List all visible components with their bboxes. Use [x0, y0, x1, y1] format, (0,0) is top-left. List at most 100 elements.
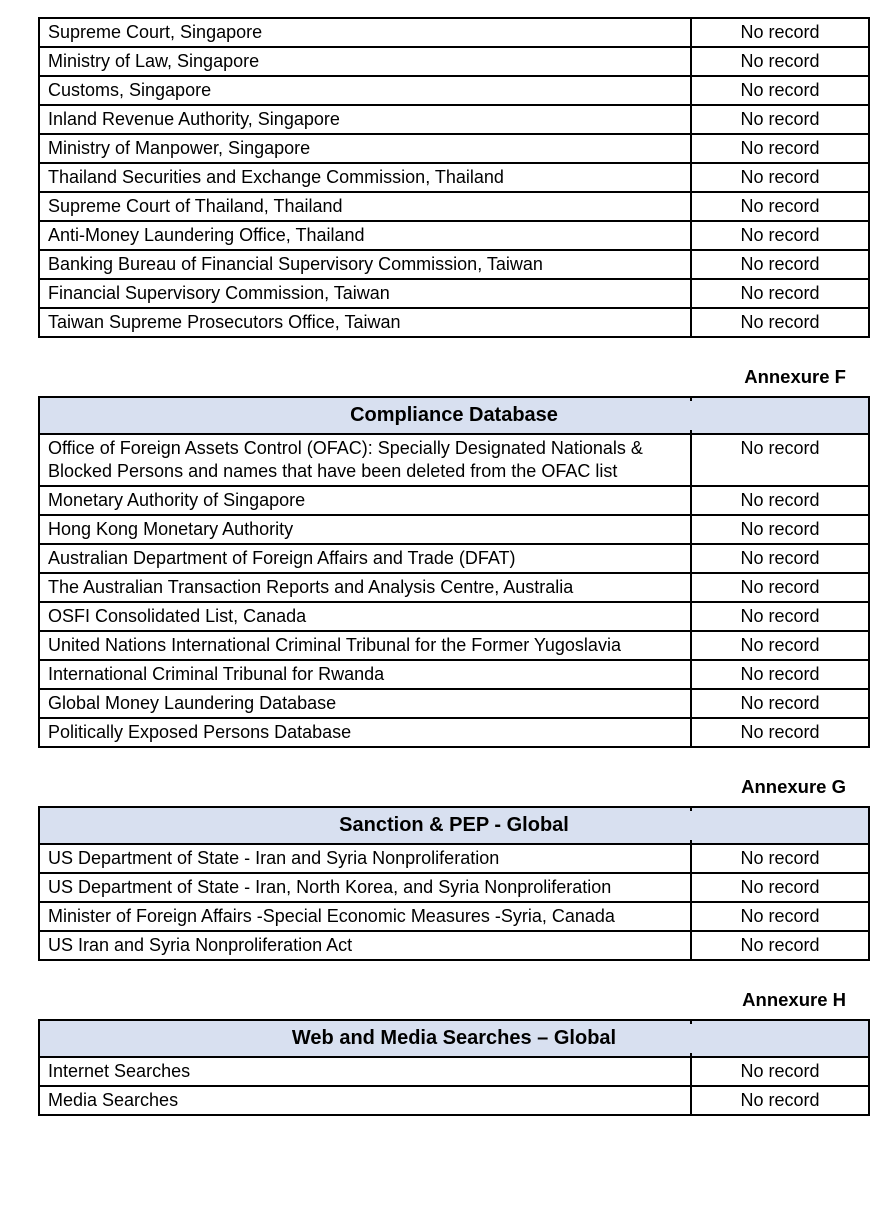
table-title: Web and Media Searches – Global — [38, 1019, 870, 1058]
result-cell: No record — [689, 572, 871, 603]
result-cell: No record — [689, 659, 871, 690]
table-body: Internet Searches No record Media Searches… — [38, 1056, 870, 1116]
result-cell: No record — [689, 543, 871, 574]
annexure-label-g: Annexure G — [741, 776, 846, 797]
source-cell: Politically Exposed Persons Database — [38, 717, 692, 748]
table-row: Supreme Court of Thailand, Thailand No re… — [38, 191, 870, 222]
result-cell: No record — [689, 901, 871, 932]
table-title: Sanction & PEP - Global — [37, 806, 871, 845]
source-cell: Anti-Money Laundering Office, Thailand — [38, 220, 692, 251]
result-cell: No record — [689, 930, 871, 961]
table-row: US Iran and Syria Nonproliferation Act No… — [38, 930, 871, 961]
source-cell: Inland Revenue Authority, Singapore — [38, 104, 692, 135]
table-row: Supreme Court, Singapore No record — [38, 17, 870, 48]
page-content: Supreme Court, Singapore No record Ministr… — [37, 17, 871, 1116]
source-cell: Financial Supervisory Commission, Taiwan — [38, 278, 692, 309]
table-sanction-pep-global: Sanction & PEP - Global US Department of… — [37, 806, 871, 961]
table-row: Ministry of Law, Singapore No record — [38, 46, 870, 77]
result-cell: No record — [690, 162, 870, 193]
source-cell: Taiwan Supreme Prosecutors Office, Taiwa… — [38, 307, 692, 338]
table-header: Web and Media Searches – Global — [38, 1019, 870, 1058]
result-cell: No record — [689, 514, 871, 545]
table-row: Anti-Money Laundering Office, Thailand No… — [38, 220, 870, 251]
table-row: Internet Searches No record — [38, 1056, 870, 1087]
result-cell: No record — [690, 75, 870, 106]
result-cell: No record — [689, 688, 871, 719]
table-body: Office of Foreign Assets Control (OFAC):… — [38, 433, 871, 748]
source-cell: The Australian Transaction Reports and A… — [38, 572, 692, 603]
result-cell: No record — [689, 601, 871, 632]
result-cell: No record — [689, 843, 871, 874]
result-cell: No record — [690, 1085, 870, 1116]
table-row: Office of Foreign Assets Control (OFAC):… — [38, 433, 871, 487]
table-compliance-database: Compliance Database Office of Foreign As… — [37, 396, 871, 748]
table-regulatory-sources-continued: Supreme Court, Singapore No record Ministr… — [38, 17, 870, 338]
table-row: Global Money Laundering Database No recor… — [38, 688, 871, 719]
result-cell: No record — [690, 220, 870, 251]
source-cell: Supreme Court, Singapore — [38, 17, 692, 48]
source-cell: Banking Bureau of Financial Supervisory … — [38, 249, 692, 280]
table-row: United Nations International Criminal Tr… — [38, 630, 871, 661]
result-cell: No record — [690, 249, 870, 280]
result-cell: No record — [689, 433, 871, 487]
table-row: US Department of State - Iran and Syria … — [38, 843, 871, 874]
source-cell: Internet Searches — [38, 1056, 692, 1087]
table-row: Minister of Foreign Affairs -Special Eco… — [38, 901, 871, 932]
source-cell: Thailand Securities and Exchange Commiss… — [38, 162, 692, 193]
result-cell: No record — [689, 630, 871, 661]
source-cell: US Department of State - Iran, North Kor… — [38, 872, 692, 903]
source-cell: International Criminal Tribunal for Rwan… — [38, 659, 692, 690]
result-cell: No record — [689, 872, 871, 903]
source-cell: US Iran and Syria Nonproliferation Act — [38, 930, 692, 961]
source-cell: Australian Department of Foreign Affairs… — [38, 543, 692, 574]
table-row: The Australian Transaction Reports and A… — [38, 572, 871, 603]
result-cell: No record — [690, 46, 870, 77]
source-cell: Media Searches — [38, 1085, 692, 1116]
source-cell: US Department of State - Iran and Syria … — [38, 843, 692, 874]
annexure-label-f: Annexure F — [744, 366, 846, 387]
table-row: Politically Exposed Persons Database No r… — [38, 717, 871, 748]
result-cell: No record — [690, 1056, 870, 1087]
result-cell: No record — [690, 133, 870, 164]
result-cell: No record — [689, 717, 871, 748]
table-row: Thailand Securities and Exchange Commiss… — [38, 162, 870, 193]
source-cell: OSFI Consolidated List, Canada — [38, 601, 692, 632]
table-row: Monetary Authority of Singapore No record — [38, 485, 871, 516]
table-row: Ministry of Manpower, Singapore No record — [38, 133, 870, 164]
table-header: Sanction & PEP - Global — [37, 806, 871, 845]
table-row: Inland Revenue Authority, Singapore No re… — [38, 104, 870, 135]
table-row: Hong Kong Monetary Authority No record — [38, 514, 871, 545]
table-title-row: Web and Media Searches – Global — [38, 1019, 870, 1058]
table-body: US Department of State - Iran and Syria … — [38, 843, 871, 961]
source-cell: Global Money Laundering Database — [38, 688, 692, 719]
result-cell: No record — [690, 104, 870, 135]
source-cell: Customs, Singapore — [38, 75, 692, 106]
table-header: Compliance Database — [37, 396, 871, 435]
table-row: Media Searches No record — [38, 1085, 870, 1116]
table-body: Supreme Court, Singapore No record Ministr… — [38, 17, 870, 338]
table-web-media-searches-global: Web and Media Searches – Global Internet… — [38, 1019, 870, 1116]
table-row: Financial Supervisory Commission, Taiwan… — [38, 278, 870, 309]
source-cell: Hong Kong Monetary Authority — [38, 514, 692, 545]
source-cell: Ministry of Manpower, Singapore — [38, 133, 692, 164]
source-cell: Office of Foreign Assets Control (OFAC):… — [38, 433, 692, 487]
result-cell: No record — [690, 17, 870, 48]
table-title-row: Sanction & PEP - Global — [37, 806, 871, 845]
source-cell: Supreme Court of Thailand, Thailand — [38, 191, 692, 222]
result-cell: No record — [689, 485, 871, 516]
source-cell: United Nations International Criminal Tr… — [38, 630, 692, 661]
table-row: Australian Department of Foreign Affairs… — [38, 543, 871, 574]
table-title: Compliance Database — [37, 396, 871, 435]
table-row: Customs, Singapore No record — [38, 75, 870, 106]
table-row: US Department of State - Iran, North Kor… — [38, 872, 871, 903]
source-cell: Monetary Authority of Singapore — [38, 485, 692, 516]
table-row: Taiwan Supreme Prosecutors Office, Taiwa… — [38, 307, 870, 338]
result-cell: No record — [690, 278, 870, 309]
result-cell: No record — [690, 191, 870, 222]
table-row: OSFI Consolidated List, Canada No record — [38, 601, 871, 632]
table-title-row: Compliance Database — [37, 396, 871, 435]
source-cell: Minister of Foreign Affairs -Special Eco… — [38, 901, 692, 932]
source-cell: Ministry of Law, Singapore — [38, 46, 692, 77]
table-row: Banking Bureau of Financial Supervisory … — [38, 249, 870, 280]
